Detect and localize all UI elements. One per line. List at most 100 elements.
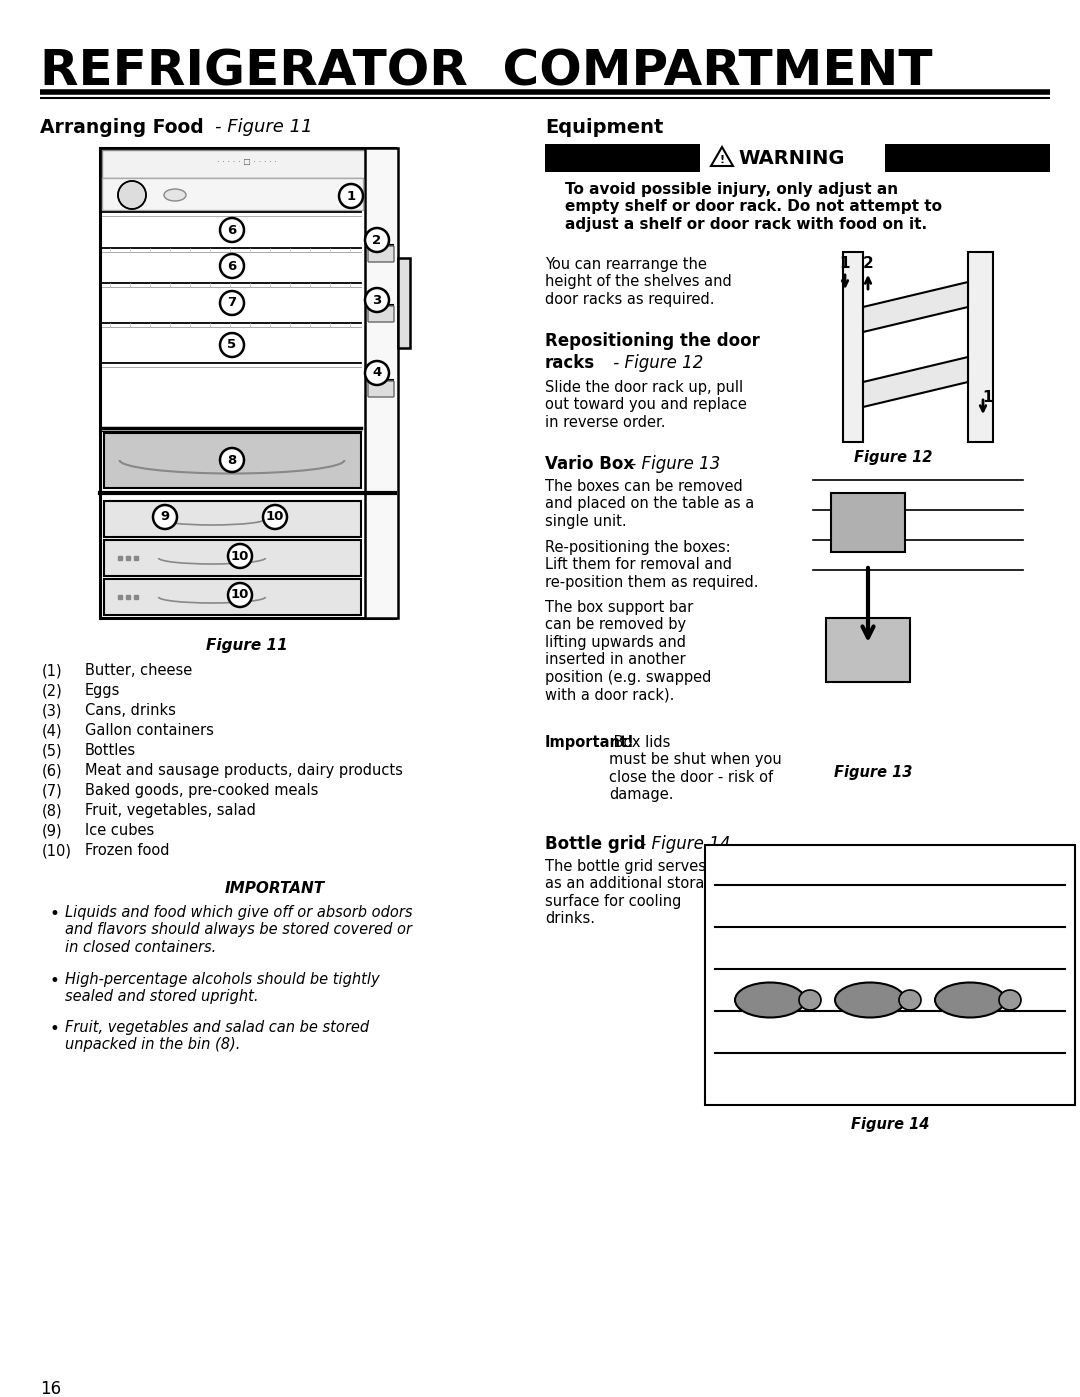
Text: (2): (2) bbox=[42, 683, 63, 698]
Polygon shape bbox=[711, 147, 733, 166]
Text: 1: 1 bbox=[840, 257, 850, 271]
Circle shape bbox=[228, 583, 252, 608]
Text: 8: 8 bbox=[228, 454, 237, 467]
Ellipse shape bbox=[735, 982, 805, 1017]
Text: 9: 9 bbox=[161, 510, 170, 524]
Text: 1: 1 bbox=[347, 190, 355, 203]
Polygon shape bbox=[863, 282, 968, 332]
Text: REFRIGERATOR  COMPARTMENT: REFRIGERATOR COMPARTMENT bbox=[40, 47, 932, 96]
Text: (10): (10) bbox=[42, 842, 72, 858]
Circle shape bbox=[365, 360, 389, 386]
Ellipse shape bbox=[799, 990, 821, 1010]
Text: Eggs: Eggs bbox=[85, 683, 120, 698]
Text: - Figure 12: - Figure 12 bbox=[608, 353, 703, 372]
Ellipse shape bbox=[835, 982, 905, 1017]
Text: Baked goods, pre-cooked meals: Baked goods, pre-cooked meals bbox=[85, 782, 319, 798]
Text: High-percentage alcohols should be tightly
sealed and stored upright.: High-percentage alcohols should be tight… bbox=[65, 972, 380, 1004]
Text: 10: 10 bbox=[231, 588, 249, 602]
Bar bbox=[104, 578, 361, 615]
Text: - Figure 11: - Figure 11 bbox=[215, 117, 312, 136]
Text: (9): (9) bbox=[42, 823, 63, 838]
Circle shape bbox=[264, 504, 287, 529]
Text: Ice cubes: Ice cubes bbox=[85, 823, 154, 838]
Text: 4: 4 bbox=[373, 366, 381, 380]
Text: 3: 3 bbox=[373, 293, 381, 306]
Text: (3): (3) bbox=[42, 703, 63, 718]
Ellipse shape bbox=[935, 982, 1005, 1017]
Text: You can rearrange the
height of the shelves and
door racks as required.: You can rearrange the height of the shel… bbox=[545, 257, 732, 307]
Text: 6: 6 bbox=[228, 224, 237, 236]
Text: Gallon containers: Gallon containers bbox=[85, 724, 214, 738]
Text: Important!: Important! bbox=[545, 735, 635, 750]
Polygon shape bbox=[863, 358, 968, 407]
Bar bbox=[104, 502, 361, 536]
Text: Figure 11: Figure 11 bbox=[206, 638, 288, 652]
Circle shape bbox=[118, 182, 146, 210]
Text: Arranging Food: Arranging Food bbox=[40, 117, 204, 137]
Bar bbox=[100, 148, 395, 617]
Text: •: • bbox=[49, 905, 59, 923]
Text: Frozen food: Frozen food bbox=[85, 842, 170, 858]
Text: Bottle grid: Bottle grid bbox=[545, 835, 646, 854]
Text: Box lids
must be shut when you
close the door - risk of
damage.: Box lids must be shut when you close the… bbox=[609, 735, 782, 802]
Text: Liquids and food which give off or absorb odors
and flavors should always be sto: Liquids and food which give off or absor… bbox=[65, 905, 413, 954]
Text: The bottle grid serves
as an additional storage
surface for cooling
drinks.: The bottle grid serves as an additional … bbox=[545, 859, 723, 926]
Bar bbox=[968, 251, 993, 441]
Circle shape bbox=[228, 543, 252, 569]
Text: Figure 12: Figure 12 bbox=[854, 450, 932, 465]
Text: Bottles: Bottles bbox=[85, 743, 136, 759]
Circle shape bbox=[365, 228, 389, 251]
Bar bbox=[885, 144, 1050, 172]
Ellipse shape bbox=[164, 189, 186, 201]
Bar bbox=[104, 541, 361, 576]
FancyBboxPatch shape bbox=[368, 381, 394, 397]
Circle shape bbox=[365, 288, 389, 312]
Text: (4): (4) bbox=[42, 724, 63, 738]
Text: Re-positioning the boxes:
Lift them for removal and
re-position them as required: Re-positioning the boxes: Lift them for … bbox=[545, 541, 758, 590]
Text: 2: 2 bbox=[373, 233, 381, 246]
Text: Butter, cheese: Butter, cheese bbox=[85, 664, 192, 678]
FancyBboxPatch shape bbox=[831, 493, 905, 552]
Bar bbox=[843, 251, 863, 441]
Text: Equipment: Equipment bbox=[545, 117, 663, 137]
Circle shape bbox=[220, 254, 244, 278]
Text: (1): (1) bbox=[42, 664, 63, 678]
Circle shape bbox=[220, 218, 244, 242]
Circle shape bbox=[220, 448, 244, 472]
Text: Slide the door rack up, pull
out toward you and replace
in reverse order.: Slide the door rack up, pull out toward … bbox=[545, 380, 747, 430]
Circle shape bbox=[220, 291, 244, 314]
Bar bbox=[399, 258, 410, 348]
Circle shape bbox=[220, 332, 244, 358]
Bar bbox=[365, 148, 399, 617]
Text: 10: 10 bbox=[231, 549, 249, 563]
Text: 10: 10 bbox=[266, 510, 284, 524]
Bar bbox=[545, 144, 700, 172]
Text: To avoid possible injury, only adjust an
empty shelf or door rack. Do not attemp: To avoid possible injury, only adjust an… bbox=[565, 182, 942, 232]
FancyBboxPatch shape bbox=[368, 306, 394, 321]
Bar bbox=[104, 433, 361, 488]
Text: WARNING: WARNING bbox=[738, 148, 845, 168]
Text: Figure 13: Figure 13 bbox=[834, 766, 913, 780]
Text: !: ! bbox=[719, 155, 725, 165]
Bar bbox=[102, 149, 393, 177]
Text: (7): (7) bbox=[42, 782, 63, 798]
Text: 5: 5 bbox=[228, 338, 237, 352]
Text: 16: 16 bbox=[40, 1380, 62, 1397]
FancyBboxPatch shape bbox=[826, 617, 910, 682]
Bar bbox=[705, 845, 1075, 1105]
Text: IMPORTANT: IMPORTANT bbox=[225, 882, 325, 895]
Text: 6: 6 bbox=[228, 260, 237, 272]
Text: Figure 14: Figure 14 bbox=[851, 1118, 929, 1132]
Text: racks: racks bbox=[545, 353, 595, 372]
Text: Fruit, vegetables and salad can be stored
unpacked in the bin (8).: Fruit, vegetables and salad can be store… bbox=[65, 1020, 369, 1052]
Text: •: • bbox=[49, 972, 59, 990]
Text: (6): (6) bbox=[42, 763, 63, 778]
Text: The box support bar
can be removed by
lifting upwards and
inserted in another
po: The box support bar can be removed by li… bbox=[545, 599, 712, 703]
Text: - Figure 14: - Figure 14 bbox=[635, 835, 730, 854]
Circle shape bbox=[153, 504, 177, 529]
Text: 7: 7 bbox=[228, 296, 237, 310]
Bar bbox=[102, 177, 363, 210]
Text: 1: 1 bbox=[983, 390, 994, 405]
Ellipse shape bbox=[899, 990, 921, 1010]
Text: (5): (5) bbox=[42, 743, 63, 759]
